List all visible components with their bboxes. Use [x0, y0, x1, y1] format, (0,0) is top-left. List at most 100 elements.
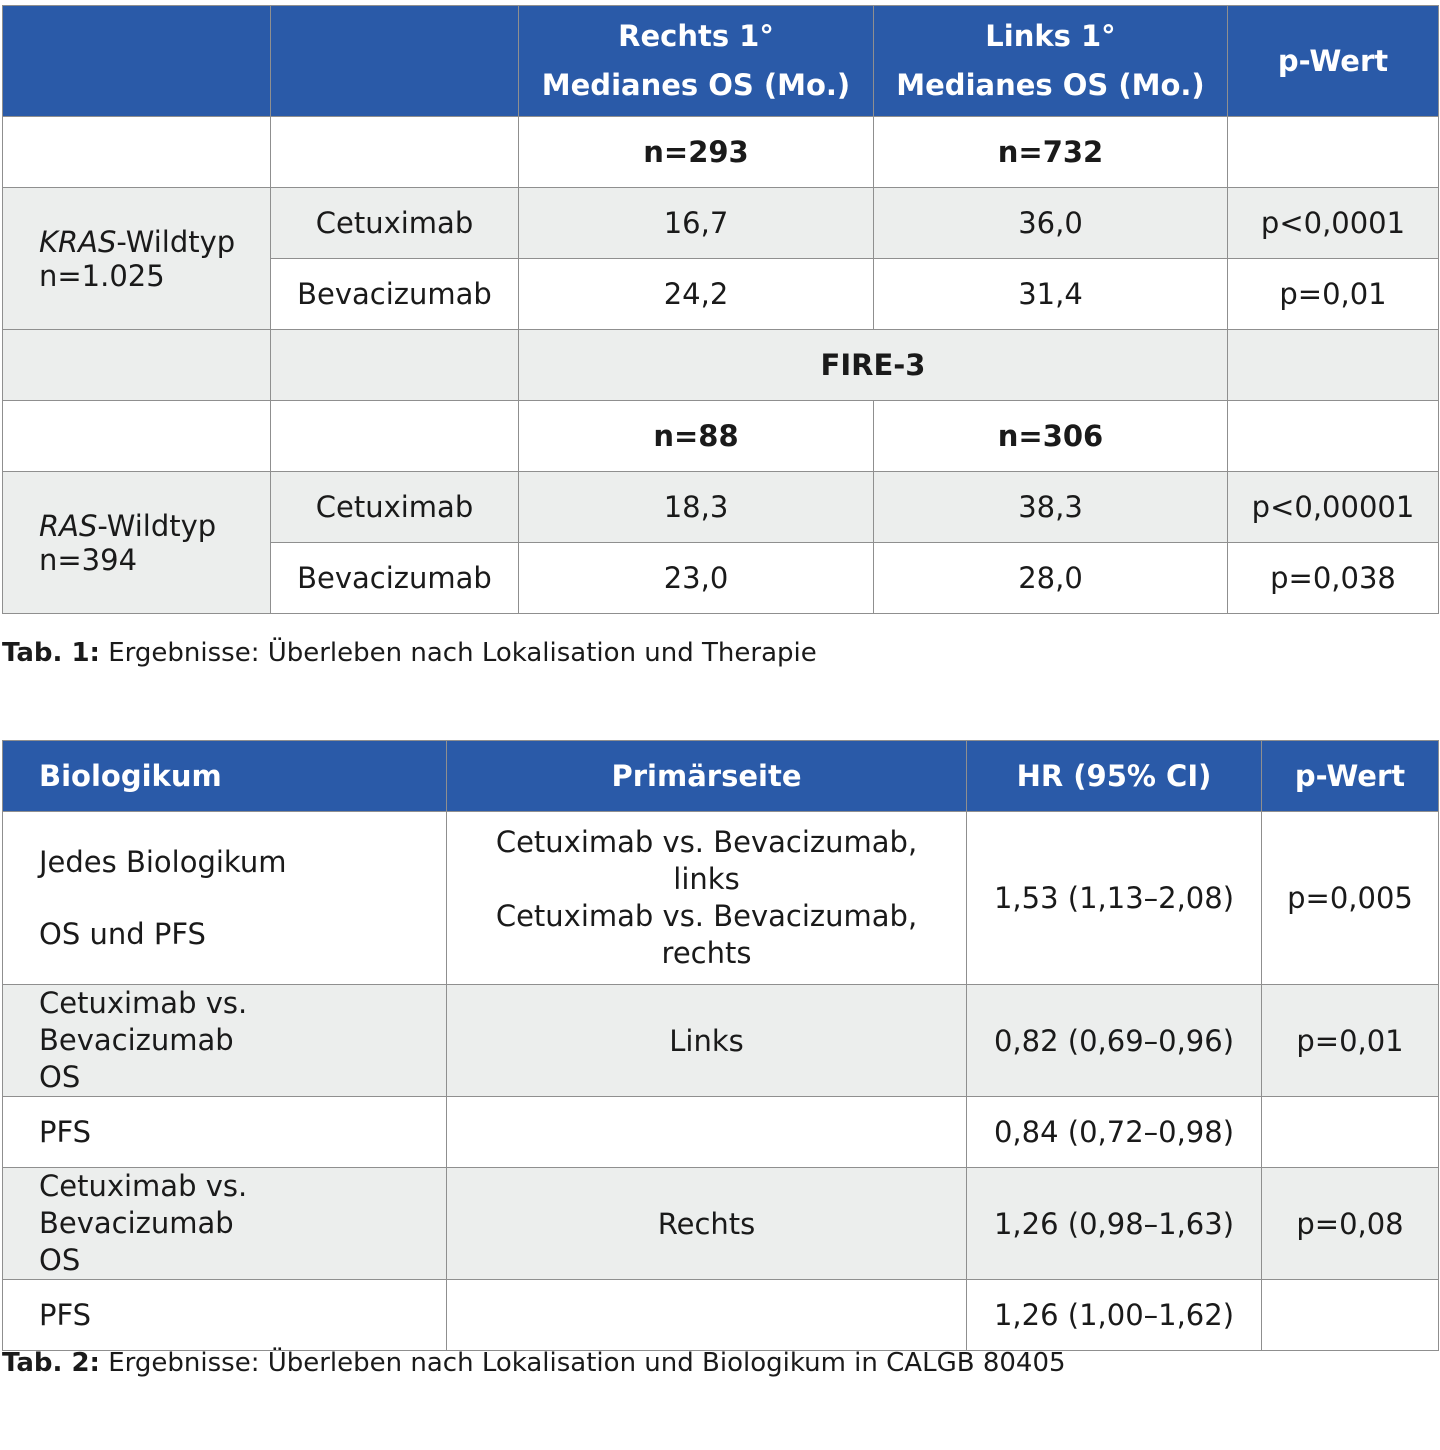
table1-caption: Tab. 1: Ergebnisse: Überleben nach Lokal… — [2, 638, 817, 668]
table1-p-value: p=0,038 — [1227, 542, 1439, 614]
table2-biologikum-cell: PFS — [2, 1096, 447, 1168]
table1-group-ras-n: n=394 — [39, 542, 138, 577]
table1-p-value: p<0,00001 — [1227, 471, 1439, 543]
table2-side-cell: Cetuximab vs. Bevacizumab, links Cetuxim… — [446, 811, 967, 985]
table2-p-cell — [1261, 1279, 1439, 1351]
table1-p-value: p<0,0001 — [1227, 187, 1439, 259]
table1-group-ras-italic: RAS — [39, 508, 98, 543]
table1-group-kras-rest: -Wildtyp — [116, 224, 236, 259]
table1-n-row-1: n=293 n=732 — [2, 116, 1439, 188]
table2-side-cell — [446, 1279, 967, 1351]
table2-header-hr: HR (95% CI) — [966, 740, 1262, 812]
table2-biologikum-cell: Cetuximab vs. Bevacizumab OS — [2, 1167, 447, 1280]
table1-rechts-value: 16,7 — [518, 187, 874, 259]
table1-group-kras-n: n=1.025 — [39, 258, 165, 293]
table1-header-rechts-line1: Rechts 1° — [618, 19, 774, 53]
table1-section-label: FIRE-3 — [518, 329, 1228, 401]
table2-p-cell: p=0,01 — [1261, 984, 1439, 1097]
table2-header-primaerseite: Primärseite — [446, 740, 967, 812]
table2-bio-line2: OS und PFS — [39, 917, 206, 951]
table2-side-line4: rechts — [661, 936, 752, 970]
table2-row: PFS 1,26 (1,00–1,62) — [2, 1279, 1439, 1351]
table2-biologikum-cell: Cetuximab vs. Bevacizumab OS — [2, 984, 447, 1097]
table1-header-p-wert: p-Wert — [1227, 5, 1439, 117]
table2-header-biologikum: Biologikum — [2, 740, 447, 812]
table1-rechts-value: 18,3 — [518, 471, 874, 543]
table2-side-cell — [446, 1096, 967, 1168]
table2-bio-line1: Jedes Biologikum — [39, 845, 287, 879]
table2-hr-cell: 0,84 (0,72–0,98) — [966, 1096, 1262, 1168]
table1-section-row: FIRE-3 — [2, 329, 1439, 401]
table1-header-row: Rechts 1° Medianes OS (Mo.) Links 1° Med… — [2, 5, 1439, 117]
table1-p-value: p=0,01 — [1227, 258, 1439, 330]
table2-hr-cell: 0,82 (0,69–0,96) — [966, 984, 1262, 1097]
table2-row: Jedes Biologikum OS und PFS Cetuximab vs… — [2, 811, 1439, 985]
table1-empty-cell — [2, 400, 271, 472]
table2-p-cell: p=0,08 — [1261, 1167, 1439, 1280]
table2-caption: Tab. 2: Ergebnisse: Überleben nach Lokal… — [2, 1348, 1066, 1378]
table1-n-links-1: n=732 — [873, 116, 1228, 188]
table2-bio-line2: OS — [39, 1060, 81, 1094]
table1-empty-cell — [1227, 400, 1439, 472]
table1-header-empty-2 — [270, 5, 519, 117]
table2-hr-cell: 1,26 (1,00–1,62) — [966, 1279, 1262, 1351]
table1-n-rechts-2: n=88 — [518, 400, 874, 472]
table1-header-links-line1: Links 1° — [985, 19, 1116, 53]
table1-rechts-value: 23,0 — [518, 542, 874, 614]
table1-rechts-value: 24,2 — [518, 258, 874, 330]
table2-hr-cell: 1,53 (1,13–2,08) — [966, 811, 1262, 985]
table1-therapy-cell: Bevacizumab — [270, 542, 519, 614]
table1-header-links-line2: Medianes OS (Mo.) — [896, 68, 1205, 102]
table1-empty-cell — [1227, 329, 1439, 401]
table2-row: PFS 0,84 (0,72–0,98) — [2, 1096, 1439, 1168]
table2-bio-line1: Cetuximab vs. Bevacizumab — [39, 986, 248, 1057]
table1-links-value: 28,0 — [873, 542, 1228, 614]
table2-row: Cetuximab vs. Bevacizumab OS Links 0,82 … — [2, 984, 1439, 1097]
table1-caption-text: Ergebnisse: Überleben nach Lokalisation … — [99, 638, 817, 668]
table2-biologikum-cell: Jedes Biologikum OS und PFS — [2, 811, 447, 985]
table2-biologikum-cell: PFS — [2, 1279, 447, 1351]
table1-header-empty-1 — [2, 5, 271, 117]
results-table-1: Rechts 1° Medianes OS (Mo.) Links 1° Med… — [2, 5, 1439, 614]
table2-header-row: Biologikum Primärseite HR (95% CI) p-Wer… — [2, 740, 1439, 812]
table1-header-rechts: Rechts 1° Medianes OS (Mo.) — [518, 5, 874, 117]
table1-therapy-cell: Cetuximab — [270, 187, 519, 259]
table2-row: Cetuximab vs. Bevacizumab OS Rechts 1,26… — [2, 1167, 1439, 1280]
table1-empty-cell — [2, 329, 271, 401]
table2-p-cell — [1261, 1096, 1439, 1168]
table1-therapy-cell: Cetuximab — [270, 471, 519, 543]
table2-side-cell: Links — [446, 984, 967, 1097]
table2-hr-cell: 1,26 (0,98–1,63) — [966, 1167, 1262, 1280]
table1-group-kras-italic: KRAS — [39, 224, 117, 259]
table1-empty-cell — [270, 329, 519, 401]
table1-header-links: Links 1° Medianes OS (Mo.) — [873, 5, 1228, 117]
table2-caption-label: Tab. 2: — [2, 1348, 100, 1378]
table2-p-cell: p=0,005 — [1261, 811, 1439, 985]
table1-group-kras-label: KRAS-Wildtyp n=1.025 — [2, 187, 271, 330]
table1-row: RAS-Wildtyp n=394 Cetuximab 18,3 38,3 p<… — [2, 471, 1439, 614]
results-table-2: Biologikum Primärseite HR (95% CI) p-Wer… — [2, 740, 1439, 1351]
table2-side-cell: Rechts — [446, 1167, 967, 1280]
table1-header-rechts-line2: Medianes OS (Mo.) — [541, 68, 851, 102]
table1-empty-cell — [1227, 116, 1439, 188]
table1-links-value: 36,0 — [873, 187, 1228, 259]
table1-n-rechts-1: n=293 — [518, 116, 874, 188]
table2-side-line3: Cetuximab vs. Bevacizumab, — [495, 899, 918, 933]
table1-row: KRAS-Wildtyp n=1.025 Cetuximab 16,7 36,0… — [2, 187, 1439, 330]
table1-group-ras-label: RAS-Wildtyp n=394 — [2, 471, 271, 614]
table2-caption-text: Ergebnisse: Überleben nach Lokalisation … — [99, 1348, 1066, 1378]
table1-empty-cell — [270, 116, 519, 188]
table2-bio-line2: OS — [39, 1243, 81, 1277]
table1-empty-cell — [2, 116, 271, 188]
table1-empty-cell — [270, 400, 519, 472]
table2-side-line2: links — [673, 862, 740, 896]
table1-row: Bevacizumab 23,0 28,0 p=0,038 — [3, 542, 1439, 614]
table1-caption-label: Tab. 1: — [2, 638, 100, 668]
table1-n-links-2: n=306 — [873, 400, 1228, 472]
table1-links-value: 31,4 — [873, 258, 1228, 330]
table1-links-value: 38,3 — [873, 471, 1228, 543]
table1-n-row-2: n=88 n=306 — [2, 400, 1439, 472]
table2-bio-line1: Cetuximab vs. Bevacizumab — [39, 1169, 248, 1240]
table1-group-ras-rest: -Wildtyp — [97, 508, 217, 543]
table1-therapy-cell: Bevacizumab — [270, 258, 519, 330]
